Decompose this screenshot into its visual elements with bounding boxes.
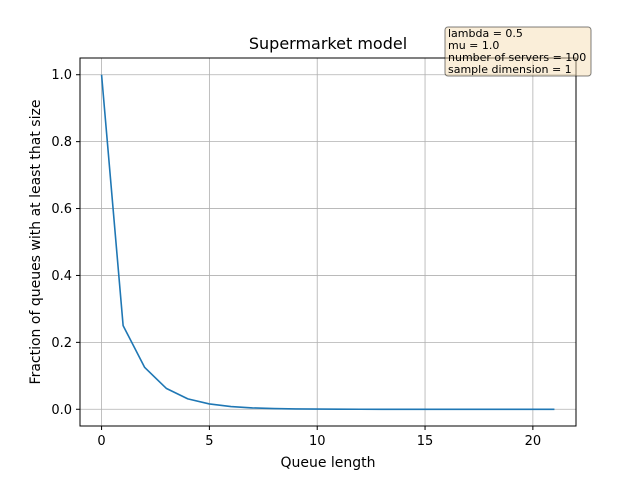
info-line-sample-dimension: sample dimension = 1: [448, 63, 572, 76]
parameter-info-box: lambda = 0.5 mu = 1.0 number of servers …: [445, 27, 591, 76]
x-axis-label: Queue length: [280, 455, 375, 471]
chart-title: Supermarket model: [249, 34, 407, 53]
y-tick-label: 0.0: [51, 403, 72, 418]
y-tick-label: 0.4: [51, 269, 72, 284]
y-tick-label: 0.8: [51, 135, 72, 150]
y-tick-label: 0.6: [51, 202, 72, 217]
x-tick-label: 10: [309, 434, 326, 449]
x-tick-label: 5: [205, 434, 213, 449]
y-axis-label: Fraction of queues with at least that si…: [28, 100, 44, 385]
x-tick-label: 15: [417, 434, 434, 449]
x-tick-label: 0: [97, 434, 105, 449]
x-tick-label: 20: [525, 434, 542, 449]
y-tick-label: 0.2: [51, 336, 72, 351]
y-tick-label: 1.0: [51, 68, 72, 83]
